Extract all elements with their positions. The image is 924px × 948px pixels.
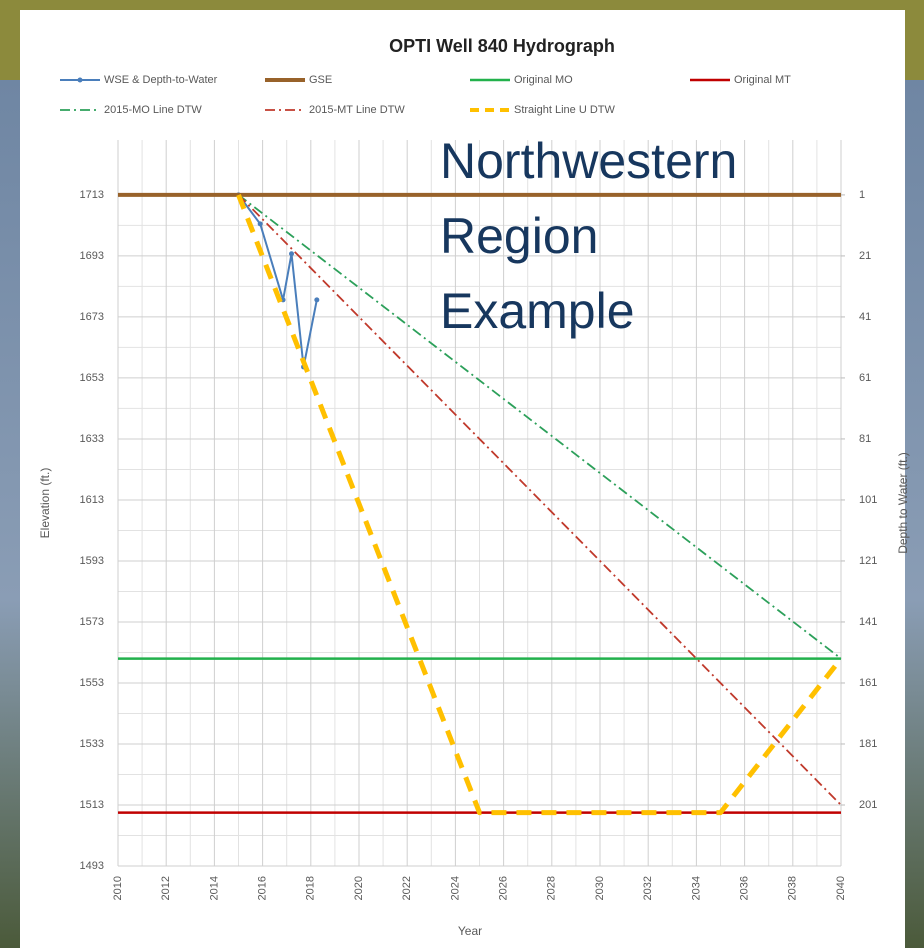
y2-tick-label: 1 (859, 189, 865, 201)
data-point (258, 221, 263, 226)
y-tick-label: 1653 (80, 372, 104, 384)
y-tick-label: 1573 (80, 616, 104, 628)
page: OPTI Well 840 Hydrograph Year Elevation … (0, 0, 924, 948)
legend-marker (78, 78, 83, 83)
legend-label: Original MO (514, 74, 573, 86)
y2-tick-label: 181 (859, 738, 877, 750)
y-tick-label: 1593 (80, 555, 104, 567)
x-tick-label: 2040 (835, 876, 847, 900)
data-point (314, 297, 319, 302)
x-axis-label: Year (458, 924, 482, 938)
x-tick-label: 2016 (257, 876, 269, 900)
chart-title: OPTI Well 840 Hydrograph (389, 36, 615, 56)
y2-tick-label: 161 (859, 677, 877, 689)
y-tick-label: 1673 (80, 311, 104, 323)
y-tick-label: 1513 (80, 799, 104, 811)
x-tick-label: 2018 (305, 876, 317, 900)
x-tick-label: 2014 (208, 876, 220, 900)
annotation-text: Region (440, 208, 598, 264)
annotation-text: Northwestern (440, 133, 737, 189)
y2-tick-label: 201 (859, 799, 877, 811)
legend-label: WSE & Depth-to-Water (104, 74, 218, 86)
x-tick-label: 2028 (546, 876, 558, 900)
legend-label: Straight Line U DTW (514, 104, 615, 116)
y-tick-label: 1693 (80, 250, 104, 262)
legend-label: 2015-MO Line DTW (104, 104, 202, 116)
y2-axis-label: Depth to Water (ft.) (896, 452, 910, 554)
y-tick-label: 1613 (80, 494, 104, 506)
y-tick-label: 1633 (80, 433, 104, 445)
y2-tick-label: 101 (859, 494, 877, 506)
x-tick-label: 2020 (353, 876, 365, 900)
y2-tick-label: 41 (859, 311, 871, 323)
x-tick-label: 2032 (642, 876, 654, 900)
x-tick-label: 2026 (498, 876, 510, 900)
x-tick-label: 2024 (449, 876, 461, 900)
legend-label: GSE (309, 74, 332, 86)
legend-label: 2015-MT Line DTW (309, 104, 405, 116)
y-tick-label: 1553 (80, 677, 104, 689)
x-tick-label: 2038 (787, 876, 799, 900)
y2-tick-label: 61 (859, 372, 871, 384)
y-tick-label: 1493 (80, 860, 104, 872)
y2-tick-label: 21 (859, 250, 871, 262)
x-tick-label: 2010 (112, 876, 124, 900)
x-tick-label: 2012 (160, 876, 172, 900)
chart: OPTI Well 840 Hydrograph Year Elevation … (0, 0, 924, 948)
y2-tick-label: 141 (859, 616, 877, 628)
data-point (289, 251, 294, 256)
y2-tick-label: 121 (859, 555, 877, 567)
y2-tick-label: 81 (859, 433, 871, 445)
x-tick-label: 2030 (594, 876, 606, 900)
annotation-text: Example (440, 283, 635, 339)
y-tick-label: 1713 (80, 189, 104, 201)
x-tick-label: 2022 (401, 876, 413, 900)
x-tick-label: 2034 (690, 876, 702, 900)
legend-label: Original MT (734, 74, 791, 86)
y-axis-label: Elevation (ft.) (38, 468, 52, 539)
y-tick-label: 1533 (80, 738, 104, 750)
x-tick-label: 2036 (739, 876, 751, 900)
